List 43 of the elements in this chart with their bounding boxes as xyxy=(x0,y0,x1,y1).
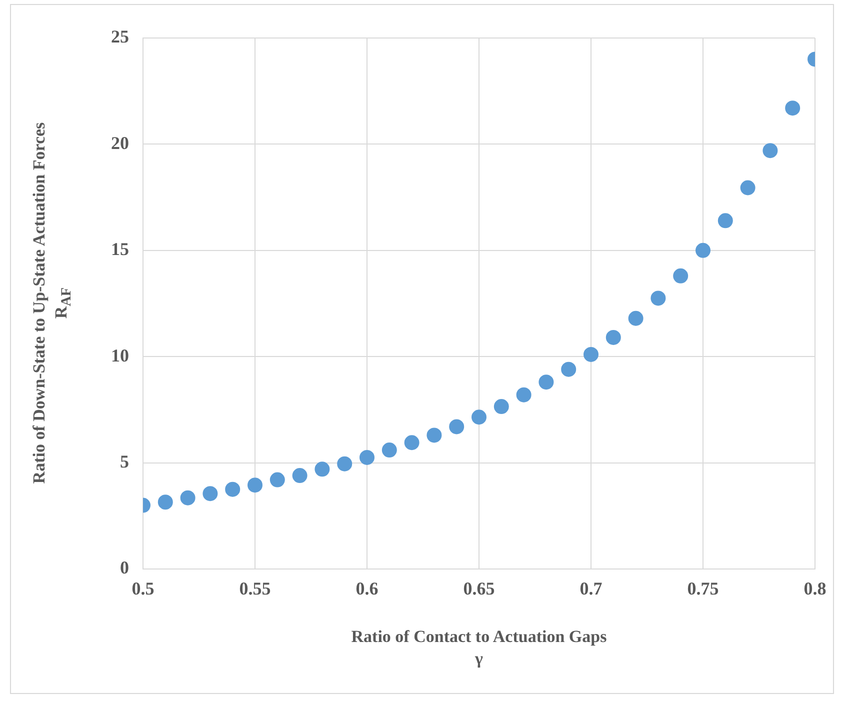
point xyxy=(248,478,262,493)
point xyxy=(270,472,285,488)
point xyxy=(404,435,420,450)
point xyxy=(382,442,397,458)
point xyxy=(202,486,218,502)
point xyxy=(292,468,308,484)
point xyxy=(650,290,666,306)
x-tick-label: 0.5 xyxy=(132,578,154,598)
point xyxy=(762,143,778,158)
y-tick-label: 25 xyxy=(111,26,129,47)
x-tick-label: 0.6 xyxy=(356,578,378,598)
y-tick-label: 10 xyxy=(111,345,129,366)
point xyxy=(696,242,710,258)
y-tick-label: 5 xyxy=(120,451,129,472)
x-tick-label: 0.55 xyxy=(239,578,271,598)
x-tick-label: 0.75 xyxy=(687,578,719,598)
point xyxy=(426,428,442,443)
point xyxy=(673,268,688,284)
point xyxy=(337,456,352,472)
point xyxy=(628,310,644,326)
point xyxy=(584,346,598,362)
y-tick-label: 15 xyxy=(111,239,129,260)
point xyxy=(606,330,621,345)
x-tick-label: 0.8 xyxy=(804,578,826,598)
point xyxy=(158,494,173,510)
point xyxy=(740,180,756,196)
x-tick-label: 0.65 xyxy=(463,578,495,598)
point xyxy=(785,100,800,116)
point xyxy=(180,490,196,506)
y-tick-label: 20 xyxy=(111,132,129,153)
point xyxy=(360,450,374,465)
point xyxy=(449,419,464,434)
point xyxy=(561,362,576,377)
y-tick-label: 0 xyxy=(120,558,129,578)
x-axis-title: Ratio of Contact to Actuation Gaps γ xyxy=(350,626,608,670)
point xyxy=(472,410,486,425)
point xyxy=(314,462,330,477)
x-tick-label: 0.7 xyxy=(580,578,602,598)
point xyxy=(516,387,532,402)
point xyxy=(225,482,240,497)
point xyxy=(718,213,733,228)
point xyxy=(538,374,554,390)
point xyxy=(494,399,509,414)
